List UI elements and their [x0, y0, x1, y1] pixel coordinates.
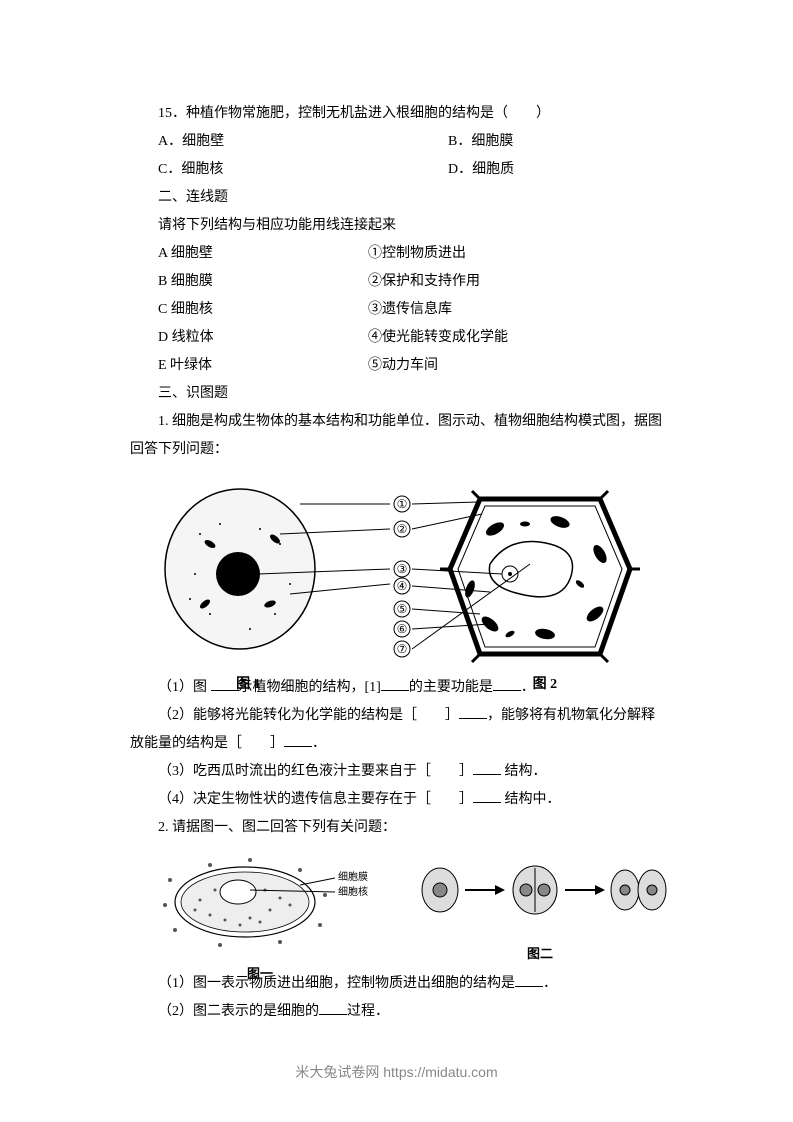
svg-text:⑦: ⑦ — [397, 642, 408, 656]
q15-text: 种植作物常施肥，控制无机盐进入根细胞的结构是（ ） — [186, 106, 550, 121]
match-row: A 细胞壁①控制物质进出 — [130, 240, 663, 268]
match-row: C 细胞核③遗传信息库 — [130, 296, 663, 324]
s3q1-sub2: （2）能够将光能转化为化学能的结构是［ ］，能够将有机物氧化分解释放能量的结构是… — [130, 702, 663, 758]
match-right: ①控制物质进出 — [340, 240, 663, 268]
annot-nucleus: 细胞核 — [338, 885, 368, 898]
q15-stem: 15．种植作物常施肥，控制无机盐进入根细胞的结构是（ ） — [130, 100, 663, 128]
blank — [473, 761, 501, 775]
q15-opt-c: C．细胞核 — [130, 156, 420, 184]
figure2-container: 细胞膜 细胞核 图一 图二 — [150, 850, 663, 970]
fig2b-svg — [410, 850, 670, 930]
blank — [473, 789, 501, 803]
fig2b-label: 图二 — [410, 941, 670, 967]
q15-options-row1: A．细胞壁 B．细胞膜 — [130, 128, 663, 156]
match-row: E 叶绿体⑤动力车间 — [130, 352, 663, 380]
match-left: C 细胞核 — [130, 296, 340, 324]
match-left: A 细胞壁 — [130, 240, 340, 268]
blank — [319, 1001, 347, 1015]
svg-text:⑥: ⑥ — [397, 622, 408, 636]
footer-text: 米大兔试卷网 https://midatu.com — [0, 1058, 793, 1086]
blank — [211, 677, 239, 691]
q15-opt-a: A．细胞壁 — [130, 128, 420, 156]
match-rows-container: A 细胞壁①控制物质进出B 细胞膜②保护和支持作用C 细胞核③遗传信息库D 线粒… — [130, 240, 663, 380]
svg-text:①: ① — [397, 497, 408, 511]
s3q2-sub2: （2）图二表示的是细胞的过程． — [130, 998, 663, 1026]
s3q1-sub4: （4）决定生物性状的遗传信息主要存在于［ ］ 结构中． — [130, 786, 663, 814]
svg-text:⑤: ⑤ — [397, 602, 408, 616]
blank — [493, 677, 521, 691]
match-row: D 线粒体④使光能转变成化学能 — [130, 324, 663, 352]
blank — [284, 733, 312, 747]
q15-options-row2: C．细胞核 D．细胞质 — [130, 156, 663, 184]
blank — [515, 973, 543, 987]
figure1-container: ① ② ③ ④ ⑤ ⑥ ⑦ — [150, 474, 663, 674]
fig2b: 图二 — [410, 850, 670, 967]
s3q2-sub1: （1）图一表示物质进出细胞，控制物质进出细胞的结构是． — [130, 970, 663, 998]
section2-title: 二、连线题 — [130, 184, 663, 212]
fig2a-svg: 细胞膜 细胞核 — [150, 850, 370, 950]
s3q2-stem: 2. 请据图一、图二回答下列有关问题： — [130, 814, 663, 842]
match-right: ⑤动力车间 — [340, 352, 663, 380]
blank — [381, 677, 409, 691]
svg-text:④: ④ — [397, 579, 408, 593]
s3q1-sub3: （3）吃西瓜时流出的红色液汁主要来自于［ ］ 结构． — [130, 758, 663, 786]
svg-text:②: ② — [397, 522, 408, 536]
q15-opt-b: B．细胞膜 — [420, 128, 663, 156]
match-right: ③遗传信息库 — [340, 296, 663, 324]
section2-prompt: 请将下列结构与相应功能用线连接起来 — [130, 212, 663, 240]
match-left: B 细胞膜 — [130, 268, 340, 296]
match-right: ②保护和支持作用 — [340, 268, 663, 296]
match-left: D 线粒体 — [130, 324, 340, 352]
match-row: B 细胞膜②保护和支持作用 — [130, 268, 663, 296]
svg-text:③: ③ — [397, 562, 408, 576]
q15-opt-d: D．细胞质 — [420, 156, 663, 184]
annot-membrane: 细胞膜 — [338, 870, 368, 883]
fig2a: 细胞膜 细胞核 图一 — [150, 850, 370, 987]
blank — [459, 705, 487, 719]
match-right: ④使光能转变成化学能 — [340, 324, 663, 352]
match-left: E 叶绿体 — [130, 352, 340, 380]
q15-number: 15． — [158, 106, 186, 121]
cell-diagram-svg: ① ② ③ ④ ⑤ ⑥ ⑦ — [150, 474, 650, 669]
section3-title: 三、识图题 — [130, 380, 663, 408]
s3q1-stem: 1. 细胞是构成生物体的基本结构和功能单位．图示动、植物细胞结构模式图，据图回答… — [130, 408, 663, 464]
